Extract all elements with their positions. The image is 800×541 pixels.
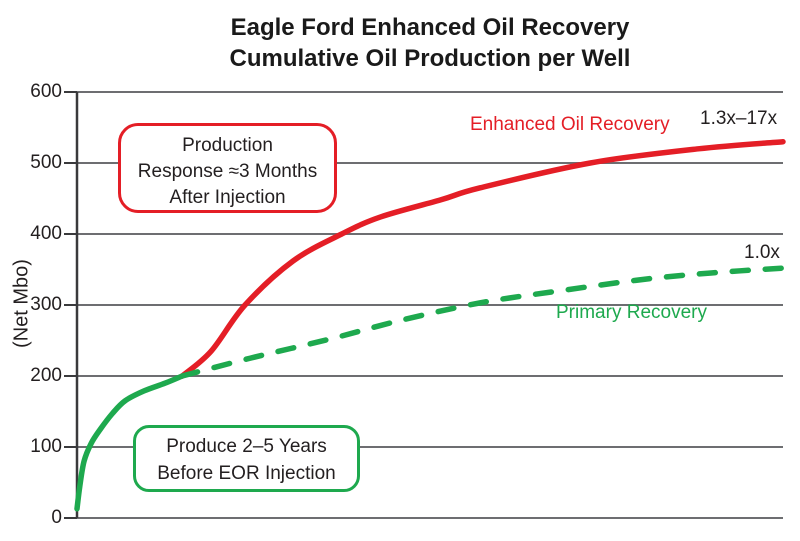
series-primary-before-eor	[74, 373, 185, 512]
chart-title: Eagle Ford Enhanced Oil Recovery Cumulat…	[60, 12, 800, 74]
series-enhanced-oil-recovery	[179, 138, 786, 379]
y-tick-label-600: 600	[30, 81, 62, 102]
y-tick-label-300: 300	[30, 294, 62, 315]
y-tick-label-100: 100	[30, 436, 62, 457]
y-tick-label-0: 0	[51, 507, 62, 528]
y-tick-label-500: 500	[30, 152, 62, 173]
callout-production-line2: Response ≈3 Months	[137, 161, 318, 182]
series-label-primary-recovery: Primary Recovery	[556, 302, 707, 323]
callout-production-line1: Production	[182, 135, 273, 156]
series-label-enhanced-oil-recovery: Enhanced Oil Recovery	[470, 114, 670, 135]
y-tick-label-200: 200	[30, 365, 62, 386]
callout-produce-before-eor: Produce 2–5 Years Before EOR Injection	[133, 425, 360, 492]
callout-produce-line1: Produce 2–5 Years	[166, 436, 327, 457]
chart-title-line1: Eagle Ford Enhanced Oil Recovery	[230, 14, 630, 41]
eor-multiplier-label: 1.3x–17x	[700, 108, 778, 129]
callout-produce-line2: Before EOR Injection	[157, 463, 336, 484]
series-primary-recovery	[179, 265, 786, 379]
chart-title-line2: Cumulative Oil Production per Well	[229, 45, 631, 72]
primary-multiplier-label: 1.0x	[744, 242, 780, 263]
y-tick-label-400: 400	[30, 223, 62, 244]
callout-production-response: Production Response ≈3 Months After Inje…	[118, 123, 337, 213]
callout-production-line3: After Injection	[169, 187, 286, 208]
